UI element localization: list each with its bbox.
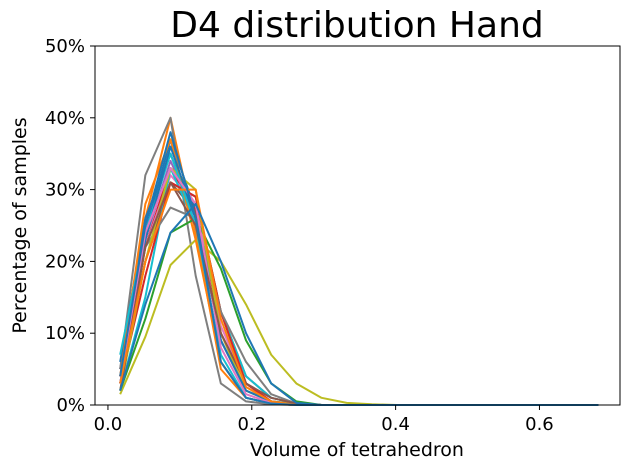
y-tick-label: 50% bbox=[45, 36, 85, 57]
chart-title: D4 distribution Hand bbox=[170, 5, 543, 46]
x-axis-label: Volume of tetrahedron bbox=[250, 439, 464, 461]
y-tick-label: 40% bbox=[45, 108, 85, 129]
series-line-9 bbox=[119, 238, 599, 406]
series-line-17 bbox=[119, 152, 599, 406]
y-tick-label: 30% bbox=[45, 180, 85, 201]
x-tick-label: 0.6 bbox=[525, 414, 554, 435]
y-axis-label: Percentage of samples bbox=[9, 117, 31, 333]
series-line-15 bbox=[119, 206, 599, 406]
x-axis-ticks: 0.0 0.2 0.4 0.6 bbox=[94, 405, 554, 435]
x-tick-label: 0.4 bbox=[381, 414, 410, 435]
series-line-1 bbox=[119, 138, 599, 406]
y-tick-label: 10% bbox=[45, 323, 85, 344]
x-tick-label: 0.0 bbox=[94, 414, 123, 435]
series-lines bbox=[119, 116, 599, 406]
series-line-22 bbox=[119, 131, 599, 406]
series-line-12 bbox=[119, 138, 599, 406]
series-line-11 bbox=[119, 152, 599, 406]
plot-frame bbox=[94, 45, 621, 406]
series-line-8 bbox=[119, 116, 599, 406]
y-tick-label: 20% bbox=[45, 251, 85, 272]
series-line-2 bbox=[119, 116, 599, 406]
series-line-23 bbox=[119, 202, 599, 406]
y-tick-label: 0% bbox=[56, 395, 85, 416]
y-axis-ticks: 0% 10% 20% 30% 40% 50% bbox=[45, 36, 95, 416]
x-tick-label: 0.2 bbox=[237, 414, 266, 435]
